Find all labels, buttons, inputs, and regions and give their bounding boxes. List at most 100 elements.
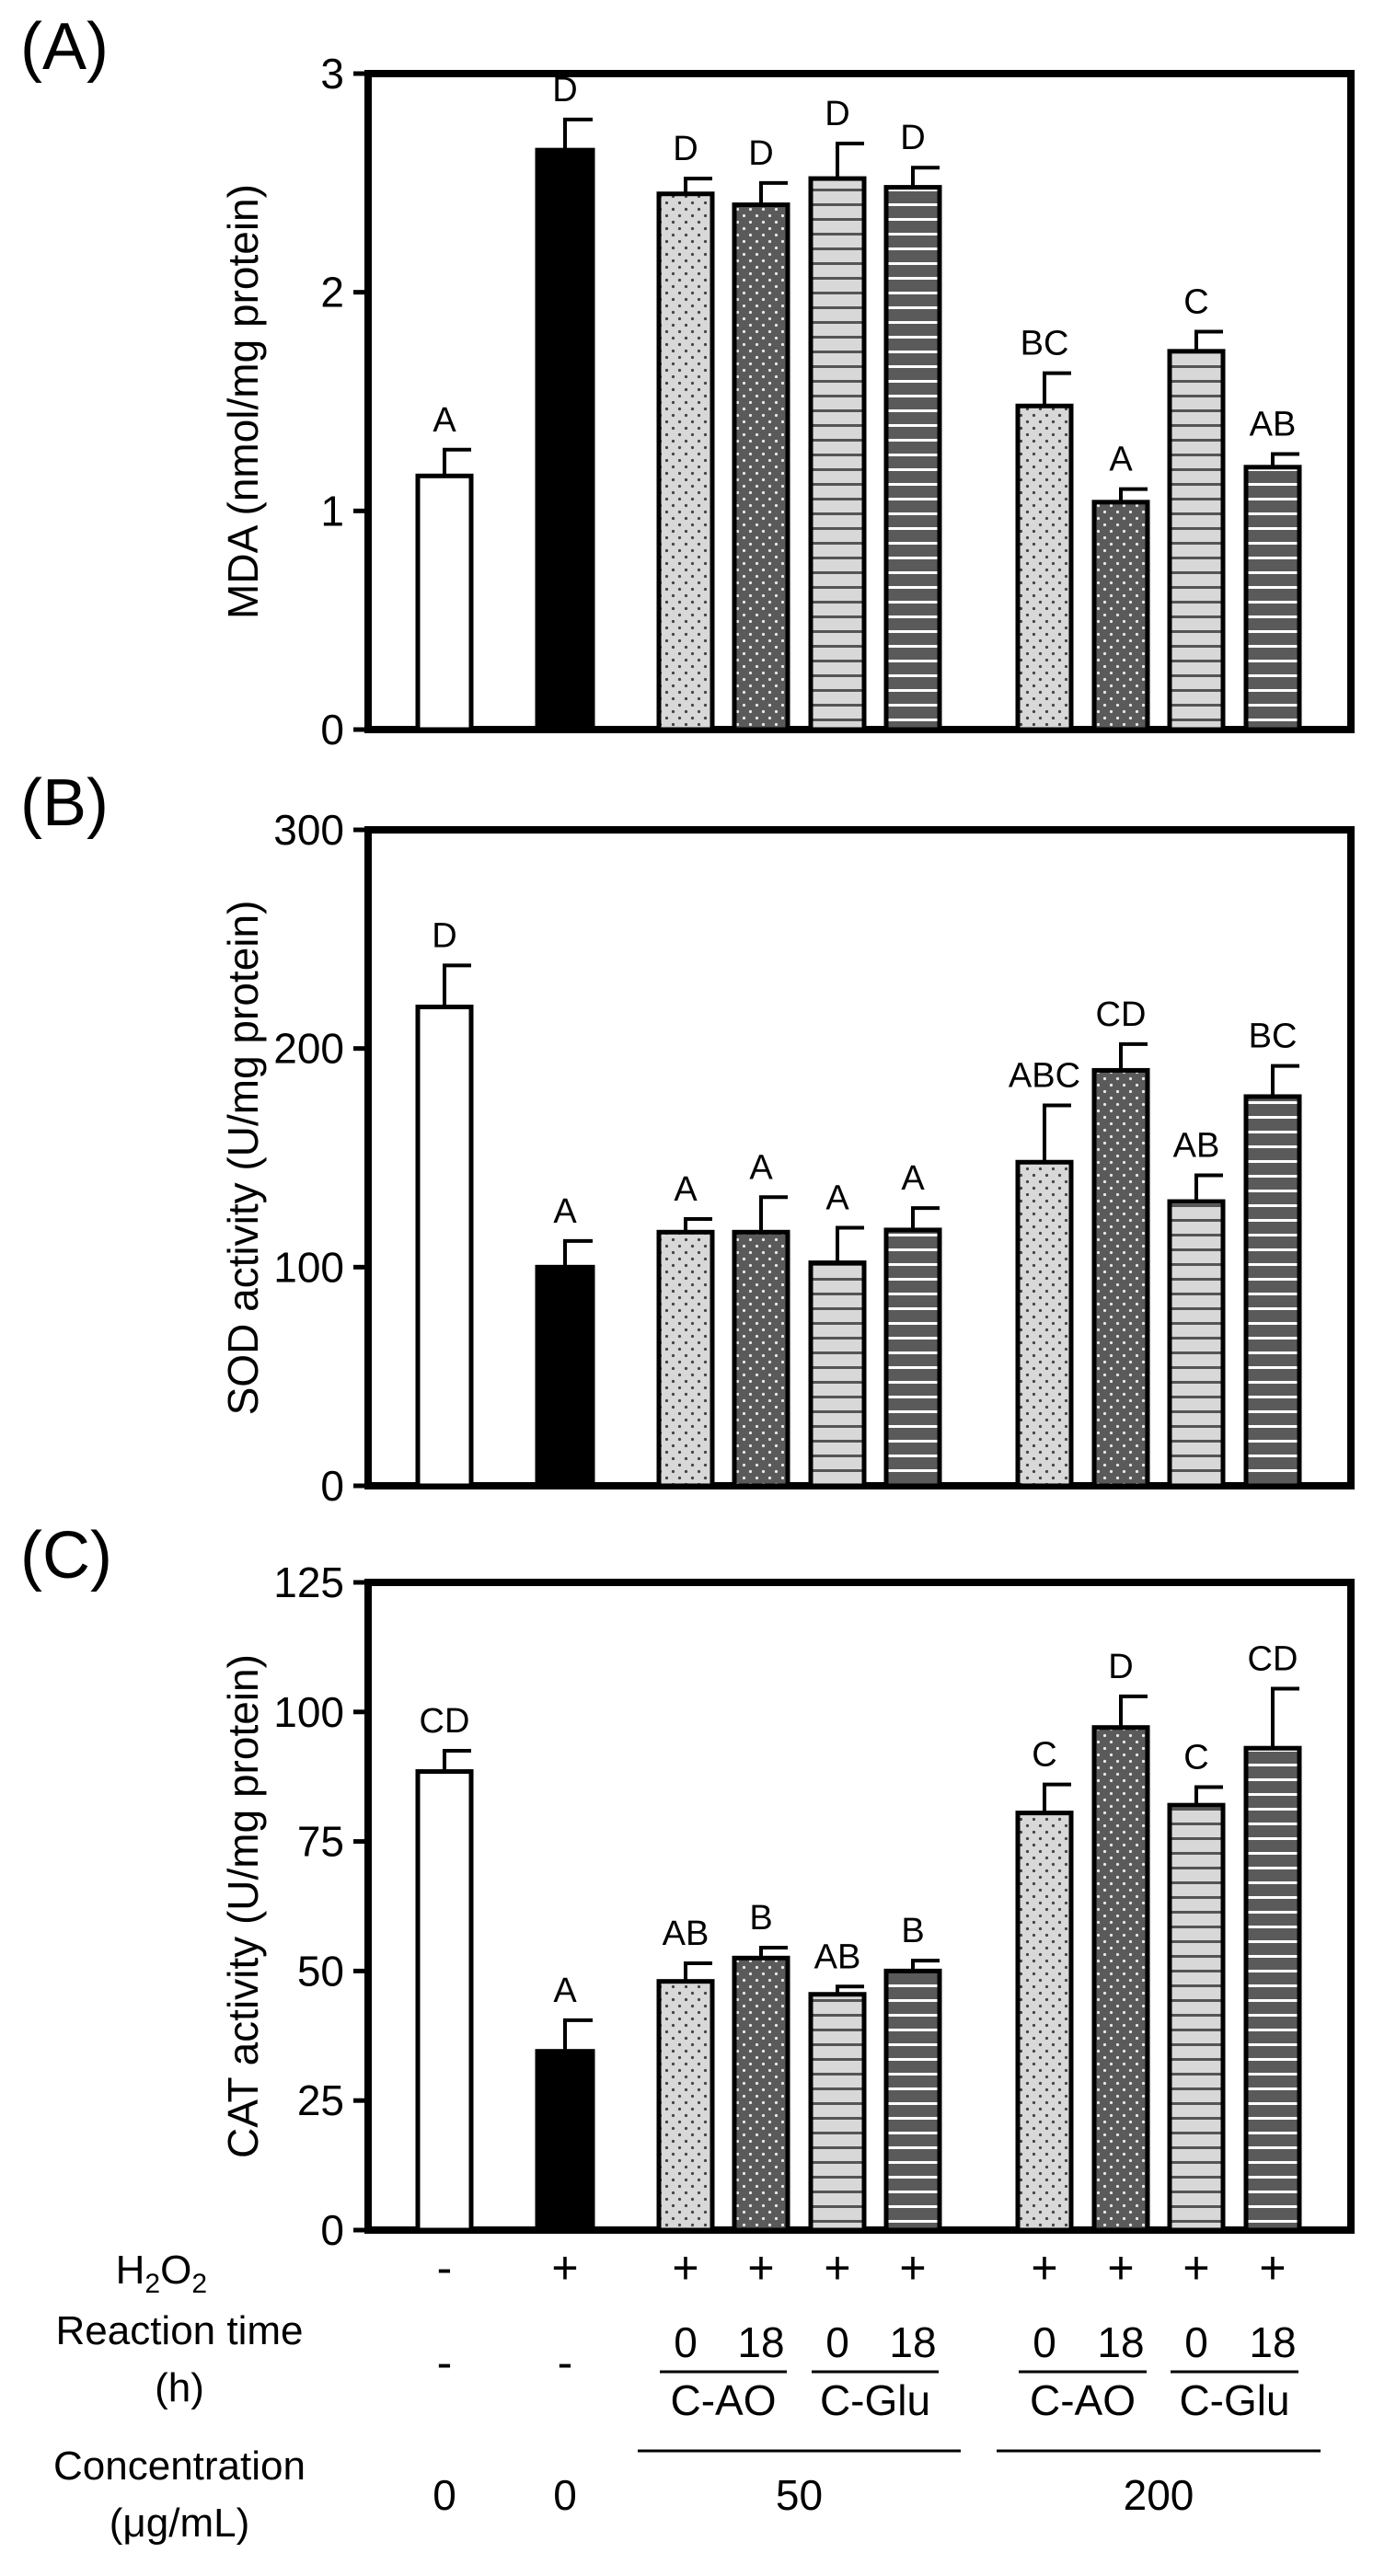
bar-10 [1243, 1745, 1302, 2233]
reaction-time-value: 0 [1184, 2318, 1208, 2366]
significance-letter: C [1183, 1738, 1208, 1777]
y-tick-label: 125 [273, 1558, 344, 1606]
y-tick-label: 0 [320, 1462, 344, 1510]
significance-letter: D [673, 130, 698, 168]
bar-5 [808, 1260, 867, 1489]
reaction-time-value: 18 [737, 2318, 784, 2366]
reaction-time-value: 0 [674, 2318, 698, 2366]
reaction-time-value: 18 [1097, 2318, 1144, 2366]
h2o2-value: + [551, 2242, 578, 2294]
concentration-label-line2: (μg/mL) [110, 2501, 249, 2546]
concentration-group-label: 50 [776, 2471, 823, 2519]
h2o2-value: + [1031, 2242, 1057, 2294]
y-tick-label: 50 [297, 1947, 344, 1995]
y-axis-label: MDA (nmol/mg protein) [219, 184, 267, 619]
reaction-time-value: 18 [1249, 2318, 1296, 2366]
significance-letter: B [901, 1912, 924, 1950]
bar-10 [1243, 1094, 1302, 1489]
bar-10 [1243, 465, 1302, 732]
significance-letter: A [433, 401, 456, 440]
y-tick-label: 0 [320, 2206, 344, 2254]
y-axis-label: CAT activity (U/mg protein) [219, 1654, 267, 2158]
significance-letter: AB [663, 1915, 710, 1953]
significance-letter: AB [1250, 406, 1297, 444]
bar-3 [656, 1979, 715, 2233]
panel-label: (C) [20, 1519, 112, 1593]
bar-2 [535, 1264, 595, 1489]
panel-label: (B) [20, 766, 109, 840]
significance-letter: D [1108, 1648, 1133, 1686]
y-tick-label: 25 [297, 2076, 344, 2124]
h2o2-value: + [899, 2242, 926, 2294]
bar-2 [535, 147, 595, 732]
bar-4 [732, 1229, 790, 1489]
y-tick-label: 100 [273, 1243, 344, 1291]
significance-letter: C [1183, 282, 1208, 321]
h2o2-value: + [1183, 2242, 1209, 2294]
y-tick-label: 100 [273, 1688, 344, 1736]
concentration-control: 0 [433, 2471, 456, 2519]
y-tick-label: 75 [297, 1818, 344, 1866]
bar-8 [1091, 1725, 1150, 2233]
significance-letter: CD [420, 1702, 470, 1741]
significance-letter: BC [1021, 325, 1069, 363]
h2o2-row-label: H2O2 [116, 2248, 207, 2299]
reaction-time-label-line1: Reaction time [55, 2308, 303, 2353]
bar-1 [415, 473, 474, 732]
significance-letter: A [1109, 441, 1133, 479]
bar-9 [1167, 349, 1226, 732]
significance-letter: A [553, 1972, 577, 2010]
y-tick-label: 200 [273, 1025, 344, 1073]
significance-letter: D [748, 134, 773, 173]
bar-1 [415, 1005, 474, 1489]
h2o2-value: + [1259, 2242, 1286, 2294]
bar-7 [1015, 1811, 1074, 2233]
reaction-time-control: - [558, 2337, 573, 2388]
condition-table: H2O2 Reaction time (h) Concentration (μg… [53, 2242, 1321, 2546]
bar-4 [732, 1955, 790, 2233]
reaction-time-label-line2: (h) [155, 2365, 204, 2410]
concentration-group-label: 200 [1124, 2471, 1194, 2519]
y-axis-label: SOD activity (U/mg protein) [219, 901, 267, 1416]
sample-group-label: C-Glu [820, 2376, 930, 2424]
significance-letter: D [825, 95, 849, 133]
y-tick-label: 300 [273, 806, 344, 854]
h2o2-value: + [1107, 2242, 1134, 2294]
h2o2-value: + [747, 2242, 774, 2294]
bar-3 [656, 1229, 715, 1489]
bar-6 [883, 1227, 942, 1489]
significance-letter: C [1032, 1736, 1056, 1775]
sample-group-label: C-AO [1030, 2376, 1136, 2424]
bar-6 [883, 185, 942, 732]
panel-label: (A) [20, 10, 109, 84]
significance-letter: CD [1096, 995, 1147, 1034]
sample-group-label: C-AO [671, 2376, 777, 2424]
significance-letter: A [749, 1148, 773, 1187]
reaction-time-value: 18 [889, 2318, 936, 2366]
significance-letter: A [674, 1170, 698, 1209]
bar-1 [415, 1769, 474, 2233]
bar-7 [1015, 1159, 1074, 1489]
significance-letter: AB [814, 1938, 861, 1976]
significance-letter: AB [1173, 1127, 1220, 1166]
significance-letter: CD [1248, 1639, 1298, 1678]
bar-2 [535, 2049, 595, 2233]
y-tick-label: 3 [320, 50, 344, 98]
significance-letter: A [553, 1192, 577, 1231]
y-tick-label: 0 [320, 706, 344, 753]
bar-3 [656, 191, 715, 732]
reaction-time-value: 0 [825, 2318, 849, 2366]
reaction-time-value: 0 [1033, 2318, 1056, 2366]
bar-7 [1015, 403, 1074, 732]
h2o2-value: + [824, 2242, 850, 2294]
bar-8 [1091, 1067, 1150, 1489]
concentration-label-line1: Concentration [53, 2444, 306, 2489]
reaction-time-control: - [437, 2337, 453, 2388]
bar-8 [1091, 500, 1150, 732]
y-tick-label: 1 [320, 487, 344, 535]
significance-letter: A [901, 1159, 925, 1198]
h2o2-value: - [437, 2242, 453, 2294]
